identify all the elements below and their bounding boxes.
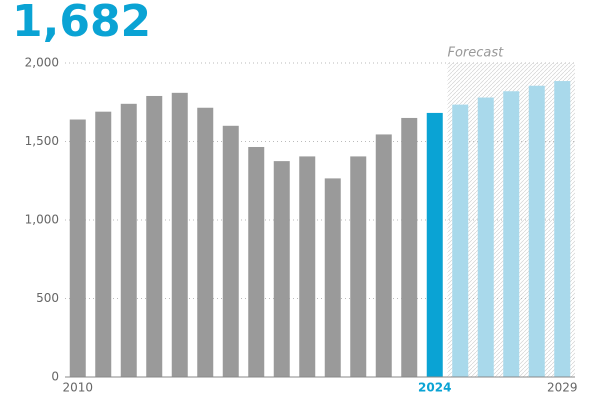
bar [554,81,571,378]
bar [324,178,341,377]
bar [299,156,316,377]
bar [171,92,188,377]
y-tick-label: 500 [36,291,59,305]
bar [452,104,469,377]
y-tick-label: 1,000 [25,213,59,227]
bar [95,111,112,378]
bar [477,97,494,377]
bar [222,125,239,377]
bar [273,161,290,377]
bar [248,146,265,377]
bar [69,119,86,378]
x-tick-label: 2010 [62,381,93,395]
bar [503,91,520,377]
x-tick-label: 2029 [547,381,578,395]
bar [528,85,545,377]
bar [375,134,392,377]
y-tick-label: 0 [51,370,59,384]
x-tick-label: 2024 [418,381,451,395]
y-tick-label: 2,000 [25,56,59,70]
bar [350,156,367,377]
bar [426,112,443,378]
bar [146,95,163,377]
headline-value: 1,682 [12,0,151,47]
bar [120,103,137,377]
forecast-label: Forecast [448,46,505,61]
y-tick-label: 1,500 [25,134,59,148]
bar [197,107,214,378]
bar [401,117,418,377]
